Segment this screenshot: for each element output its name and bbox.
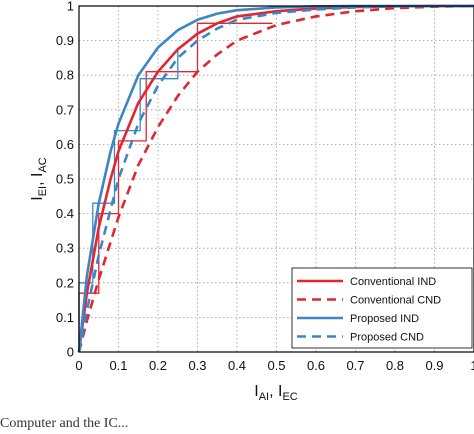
x-axis-label: IAI, IEC (254, 383, 298, 403)
exit-chart: 0 0.1 0.2 0.3 0.4 0.5 0.6 0.7 0.8 0.9 1 0 0.1 0.2 0.3… (29, 0, 474, 403)
y-tick-label: 1 (67, 0, 74, 14)
x-tick-label: 0.8 (386, 358, 404, 373)
y-tick-label: 0.3 (56, 241, 74, 256)
legend: Conventional IND Conventional CND Proposed… (291, 267, 473, 349)
x-tick-labels: 0 0.1 0.2 0.3 0.4 0.5 0.6 0.7 0.8 0.9 1 (75, 358, 474, 373)
series-conventional-cnd (77, 4, 474, 353)
plot-frame (78, 5, 474, 353)
y-tick-labels: 0 0.1 0.2 0.3 0.4 0.5 0.6 0.7 0.8 0.9 1 (56, 0, 74, 360)
x-tick-label: 0.9 (425, 358, 443, 373)
x-tick-label: 0.6 (307, 358, 325, 373)
x-tick-label: 0.4 (228, 358, 246, 373)
y-axis-label-sub1: EI (37, 186, 49, 196)
y-tick-label: 0.8 (56, 68, 74, 83)
x-axis-label-sub2: EC (282, 391, 297, 403)
x-tick-label: 0.3 (188, 358, 206, 373)
x-axis-label-sub1: AI (259, 391, 269, 403)
legend-label: Proposed IND (350, 313, 419, 325)
y-axis-label-sep: , I (29, 173, 46, 186)
y-axis-label: IEI, IAC (29, 157, 49, 201)
legend-label: Conventional IND (350, 276, 436, 288)
y-tick-label: 0 (67, 345, 74, 360)
x-axis-label-sep: , I (269, 383, 282, 400)
y-tick-label: 0.5 (56, 172, 74, 187)
y-axis-label-sub2: AC (37, 157, 49, 172)
x-tick-label: 0.5 (267, 358, 285, 373)
legend-box (291, 267, 473, 349)
y-axis-label-main: I (29, 196, 46, 200)
x-axis-label-main: I (254, 383, 258, 400)
caption-fragment: Computer and the IC... (0, 416, 129, 431)
y-tick-label: 0.6 (56, 137, 74, 152)
y-tick-label: 0.4 (56, 206, 74, 221)
x-tick-label: 0.7 (346, 358, 364, 373)
x-tick-label: 0.2 (149, 358, 167, 373)
series-proposed-cnd (77, 4, 474, 353)
x-tick-label: 1 (470, 358, 474, 373)
x-tick-label: 0 (75, 358, 82, 373)
trajectory-0 (78, 22, 273, 352)
x-tick-label: 0.1 (109, 358, 127, 373)
legend-label: Proposed CND (350, 332, 424, 344)
y-tick-label: 0.2 (56, 275, 74, 290)
y-tick-label: 0.1 (56, 310, 74, 325)
y-tick-label: 0.9 (56, 33, 74, 48)
legend-label: Conventional CND (350, 295, 441, 307)
y-tick-label: 0.7 (56, 102, 74, 117)
